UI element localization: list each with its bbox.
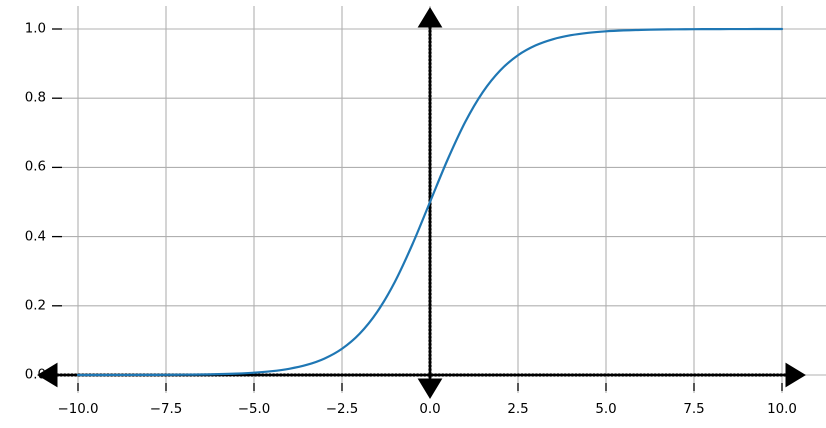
y-tick-label: 0.8 bbox=[24, 90, 46, 106]
y-tick-label: 0.2 bbox=[24, 298, 46, 314]
x-tick-label: 2.5 bbox=[507, 402, 529, 417]
x-tick-label: 5.0 bbox=[595, 402, 617, 417]
y-tick-label: 0.4 bbox=[24, 228, 46, 244]
axis-arrowhead-down bbox=[417, 378, 443, 399]
axis-arrowhead-right bbox=[785, 362, 806, 388]
x-tick-label: −2.5 bbox=[325, 402, 359, 417]
x-tick-label: −7.5 bbox=[149, 402, 183, 417]
sigmoid-curve bbox=[76, 27, 784, 377]
x-tick-label: 7.5 bbox=[683, 402, 705, 417]
y-tick-label: 0.6 bbox=[24, 159, 46, 175]
y-tick-label: 0.0 bbox=[24, 367, 46, 383]
axis-arrowhead-left bbox=[37, 362, 58, 388]
x-tick-label: −10.0 bbox=[57, 402, 99, 417]
y-tick-label: 1.0 bbox=[24, 21, 46, 37]
x-tick-label: −5.0 bbox=[237, 402, 271, 417]
x-tick-label: 10.0 bbox=[767, 402, 797, 417]
x-tick-label: 0.0 bbox=[419, 402, 441, 417]
axis-arrowhead-up bbox=[417, 7, 443, 28]
